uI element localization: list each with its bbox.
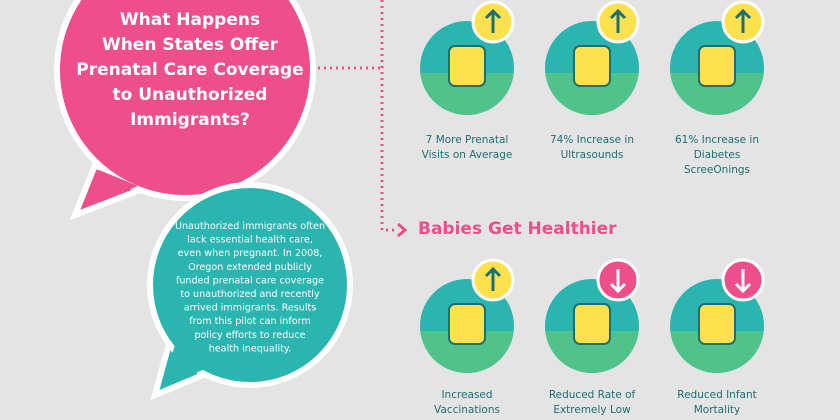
badge-arrow <box>734 8 752 33</box>
badge-arrow <box>609 8 627 33</box>
stat-icon <box>545 258 640 373</box>
stat-label: 7 More Prenatal <box>426 134 509 146</box>
stat-label: ScreeOnings <box>684 164 750 176</box>
description-line: arrived immigrants. Results <box>184 303 317 314</box>
icon-figure <box>448 303 486 345</box>
description-line: to unauthorized and recently <box>180 289 320 300</box>
stat-label: Ultrasounds <box>561 149 624 161</box>
icon-figure <box>573 303 611 345</box>
description-line: Oregon extended publicly <box>188 262 312 273</box>
stat-label: Extremely Low <box>553 404 631 416</box>
stat-label: Mortality <box>694 404 741 416</box>
stat-label: Diabetes <box>694 149 741 161</box>
stat-label: Vaccinations <box>434 404 500 416</box>
title-line: to Unauthorized <box>113 85 268 105</box>
badge-arrow <box>734 269 752 294</box>
description-line: even when pregnant. In 2008, <box>178 248 323 259</box>
icon-figure <box>448 45 486 87</box>
description-line: policy efforts to reduce <box>194 330 305 341</box>
stat-label: Visits on Average <box>422 149 513 161</box>
stat-label: Reduced Infant <box>677 389 757 401</box>
stat-label: Reduced Rate of <box>549 389 636 401</box>
section-heading: Babies Get Healthier <box>418 219 617 239</box>
description-line: from this pilot can inform <box>189 316 310 327</box>
stat-icon <box>420 0 515 115</box>
description-bubble <box>147 182 353 401</box>
badge-arrow <box>609 269 627 294</box>
icon-figure <box>698 303 736 345</box>
connector <box>318 0 398 232</box>
description-line: Unauthorized immigrants often <box>175 221 325 232</box>
title-line: Immigrants? <box>130 110 250 130</box>
texts: What Happens When States Offer Prenatal Ca… <box>76 10 759 416</box>
stat-icon <box>545 0 640 115</box>
icon-figure <box>698 45 736 87</box>
stat-label: 61% Increase in <box>675 134 759 146</box>
badge-arrow <box>484 266 502 291</box>
title-line: When States Offer <box>102 35 279 55</box>
stat-label: Increased <box>441 389 492 401</box>
description-line: health inequality. <box>209 343 292 354</box>
stat-label: 74% Increase in <box>550 134 634 146</box>
stat-icon <box>670 0 765 115</box>
badge-arrow <box>484 8 502 33</box>
description-line: lack essential health care, <box>187 235 313 246</box>
title-bubble <box>54 0 316 221</box>
stat-icon <box>420 258 515 373</box>
title-line: Prenatal Care Coverage <box>76 60 303 80</box>
stat-icon <box>670 258 765 373</box>
icon-figure <box>573 45 611 87</box>
arrow-head <box>397 222 408 238</box>
title-line: What Happens <box>120 10 260 30</box>
icons <box>420 0 765 373</box>
description-line: funded prenatal care coverage <box>176 275 324 286</box>
